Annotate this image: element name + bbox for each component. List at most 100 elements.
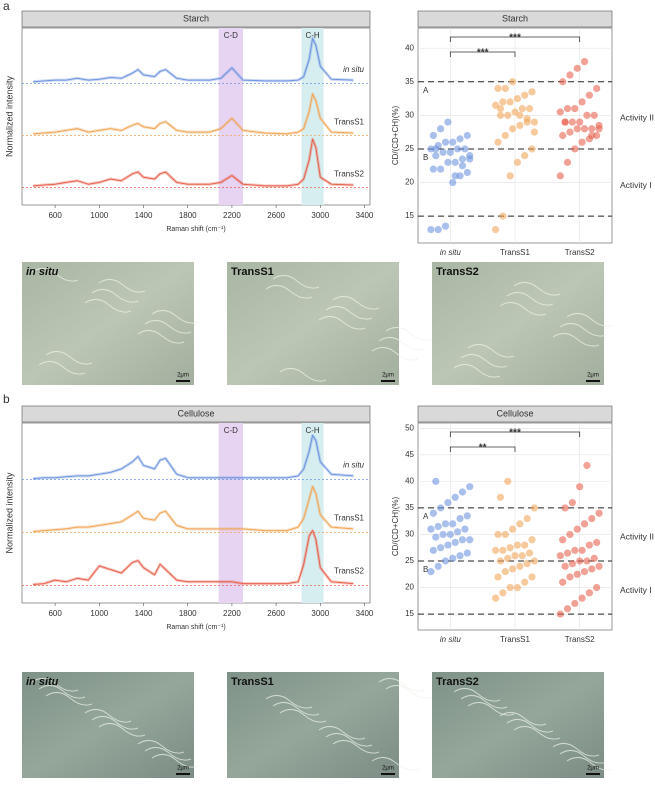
series-label: TransS1: [334, 117, 364, 126]
micrograph-texture: [272, 702, 320, 716]
data-point: [451, 158, 459, 166]
y-axis-label: Normalized intensity: [4, 75, 14, 157]
data-point: [580, 57, 589, 66]
data-point: [563, 158, 572, 166]
micrograph-texture: [91, 716, 139, 730]
micrograph-texture: [499, 302, 547, 316]
facet-title: Starch: [183, 13, 209, 23]
data-point: [434, 562, 442, 570]
data-point: [441, 138, 450, 146]
data-point: [444, 499, 452, 507]
data-point: [578, 138, 586, 146]
micrograph-texture: [371, 347, 419, 361]
y-tick-label: 20: [405, 583, 414, 592]
micrograph: [22, 262, 194, 385]
data-point: [454, 528, 462, 536]
micrograph-texture: [279, 709, 327, 723]
spectrum-line: [32, 37, 354, 83]
micrograph-texture: [332, 740, 380, 754]
x-tick-label: 1000: [90, 211, 108, 220]
y-tick-label: 40: [405, 476, 414, 485]
scale-bar: [176, 773, 190, 775]
scale-bar: [381, 773, 395, 775]
spectrum-line: [32, 530, 354, 585]
data-point: [593, 84, 601, 93]
data-point: [496, 111, 505, 119]
micrograph: [22, 672, 194, 778]
series-label: in situ: [343, 461, 364, 470]
data-point: [513, 94, 522, 103]
micrograph-texture: [84, 299, 132, 313]
micrograph-texture: [566, 757, 614, 771]
micrograph-texture: [265, 695, 313, 709]
data-point: [516, 111, 524, 119]
data-point: [580, 520, 589, 528]
micrograph-label: in situ: [26, 676, 59, 688]
data-point: [530, 557, 539, 565]
data-point: [530, 504, 539, 512]
micrograph: [432, 672, 604, 778]
data-point: [506, 583, 514, 592]
data-point: [583, 557, 591, 565]
data-point: [451, 538, 459, 547]
band-label: C-H: [305, 31, 319, 40]
data-point: [516, 121, 524, 130]
data-point: [513, 541, 522, 549]
x-axis-label: Raman shift (cm⁻¹): [166, 226, 225, 233]
data-point: [427, 225, 435, 234]
data-point: [516, 520, 524, 528]
facet-strip: [21, 405, 371, 423]
facet-strip: [21, 10, 371, 28]
data-point: [434, 225, 442, 234]
micrograph-texture: [385, 685, 433, 699]
spectrum-line: [32, 138, 354, 187]
data-point: [571, 599, 579, 608]
data-point: [494, 84, 502, 93]
data-point: [556, 552, 564, 560]
micrograph-texture: [378, 337, 426, 351]
data-point: [501, 84, 509, 93]
data-point: [511, 552, 519, 560]
scale-bar-label: 2μm: [587, 766, 599, 772]
data-point: [437, 504, 445, 512]
x-tick-label: 2200: [223, 609, 241, 618]
data-point: [578, 98, 586, 106]
y-tick-label: 45: [405, 450, 414, 459]
data-point: [451, 493, 459, 501]
data-point: [441, 557, 450, 565]
micrograph-label: TransS1: [231, 266, 274, 278]
micrograph-texture: [499, 712, 547, 726]
data-point: [566, 71, 574, 79]
data-point: [568, 118, 576, 126]
spectrum-line: [32, 486, 354, 532]
scale-bar: [586, 380, 600, 382]
data-point: [494, 573, 502, 581]
x-tick-label: 2200: [223, 211, 241, 220]
significance-label: **: [479, 443, 487, 454]
x-tick-label: 600: [48, 211, 62, 220]
data-point: [578, 594, 586, 602]
data-point: [590, 111, 598, 119]
data-point: [441, 222, 450, 230]
micrograph-texture: [513, 726, 561, 740]
micrograph-label: TransS2: [436, 266, 479, 278]
micrograph-label: TransS1: [231, 676, 274, 688]
data-point: [573, 64, 581, 72]
band-label: C-D: [224, 31, 238, 40]
data-point: [506, 98, 514, 106]
data-point: [449, 178, 457, 187]
micrograph-texture: [506, 719, 554, 733]
data-point: [568, 560, 576, 568]
data-point: [513, 583, 522, 592]
data-point: [458, 155, 467, 163]
data-point: [576, 483, 584, 491]
data-point: [528, 573, 536, 581]
micrograph-texture: [325, 306, 373, 320]
x-tick-label: 1800: [179, 211, 197, 220]
data-point: [434, 522, 442, 531]
micrograph-texture: [467, 702, 515, 716]
data-point: [439, 148, 447, 156]
x-tick-label: TransS1: [500, 248, 530, 257]
data-point: [492, 594, 500, 602]
micrograph-texture: [325, 733, 373, 747]
